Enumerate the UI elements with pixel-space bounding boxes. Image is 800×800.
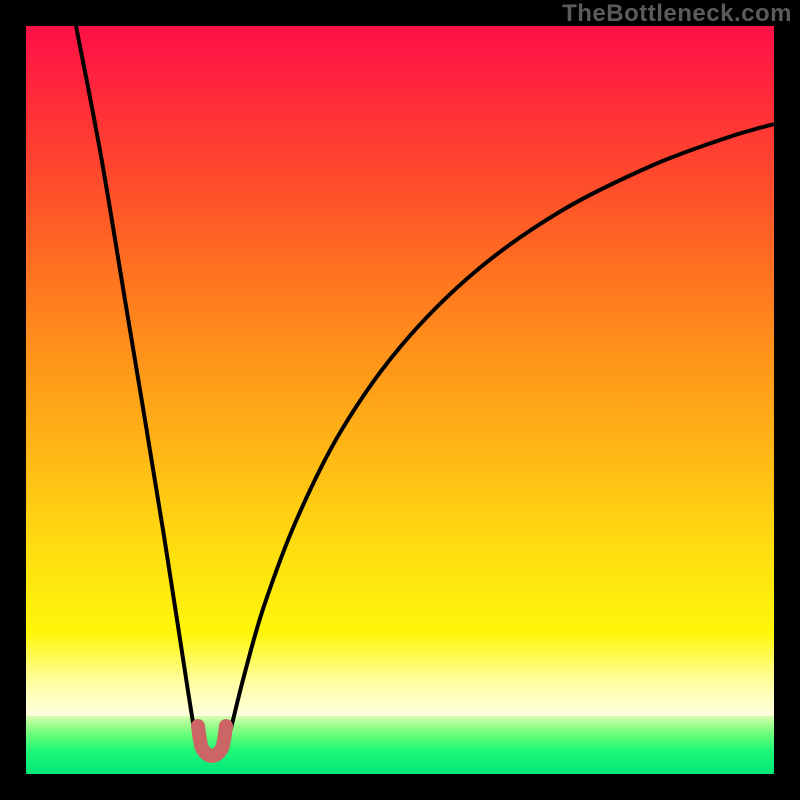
- watermark-text: TheBottleneck.com: [562, 0, 792, 28]
- frame-bottom: [0, 774, 800, 800]
- bottleneck-curve: [26, 26, 774, 774]
- curve-right-branch: [226, 124, 774, 746]
- plot-area: [26, 26, 774, 774]
- curve-left-branch: [76, 26, 198, 746]
- frame-right: [774, 0, 800, 800]
- frame-left: [0, 0, 26, 800]
- curve-valley-marker: [198, 726, 226, 756]
- chart-container: TheBottleneck.com: [0, 0, 800, 800]
